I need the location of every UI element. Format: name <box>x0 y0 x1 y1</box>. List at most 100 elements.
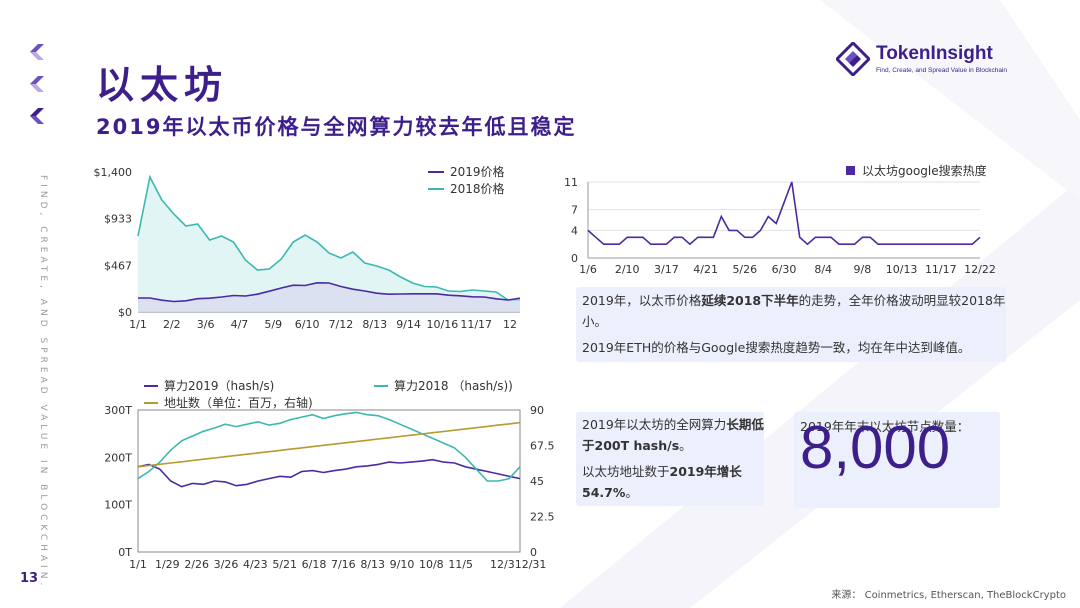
x-tick-label: 3/17 <box>654 263 679 276</box>
body-text: 的走势，全年价格波动明显较2018年小。 <box>582 293 1006 329</box>
x-tick-label: 2/10 <box>615 263 640 276</box>
highlight-text: 长期低于200T hash/s <box>582 417 764 453</box>
node-count-label: 2019年年末以太坊节点数量： <box>800 419 970 434</box>
y-tick-label-right: 0 <box>530 546 537 559</box>
x-tick-label: 3/26 <box>214 558 239 571</box>
google-trend-chart: 11 7 4 01/6 2/10 3/17 4/21 5/26 6/30 8/4 9/8 10/13 1… <box>564 163 996 276</box>
legend-swatch-0 <box>846 166 855 175</box>
brand-logo: TokenInsight Find, Create, and Spread Va… <box>836 40 1036 80</box>
x-tick-label: 7/12 <box>329 318 354 331</box>
legend-label: 以太坊google搜索热度 <box>862 163 987 178</box>
series-line-1 <box>137 174 520 301</box>
y-tick-label: 0 <box>571 252 578 265</box>
y-tick-label-left: 300T <box>104 404 132 417</box>
google-comment-line: 2019年ETH的价格与Google搜索热度趋势一致，均在年中达到峰值。 <box>582 337 1006 358</box>
series-area-1 <box>138 177 520 312</box>
x-tick-label: 1/29 <box>155 558 180 571</box>
x-tick-label: 6/10 <box>295 318 320 331</box>
x-tick-label: 9/10 <box>390 558 415 571</box>
page-number: 13 <box>20 571 39 586</box>
x-tick-label: 2/26 <box>184 558 209 571</box>
chevron-icon <box>30 44 44 60</box>
x-tick-label: 1/6 <box>579 263 597 276</box>
y-tick-label-left: 200T <box>104 451 132 464</box>
x-tick-label: 1/1 <box>129 558 147 571</box>
page-title: 以太坊 <box>96 63 229 107</box>
x-tick-label: 6/18 <box>302 558 327 571</box>
address-comment-line: 以太坊地址数于2019年增长54.7%。 <box>582 461 764 503</box>
hashrate-comment-box: 2019年以太坊的全网算力长期低于200T hash/s。 以太坊地址数于201… <box>576 412 764 506</box>
y-tick-label: $933 <box>104 213 132 226</box>
x-tick-label: 6/30 <box>772 263 797 276</box>
x-tick-label: 12/22 <box>964 263 996 276</box>
body-text: 。 <box>625 485 638 500</box>
y-tick-label-left: 0T <box>118 546 132 559</box>
logo-tagline: Find, Create, and Spread Value in Blockc… <box>876 67 1008 74</box>
y-tick-label: 11 <box>564 176 578 189</box>
logo-name: TokenInsight <box>876 43 993 64</box>
x-tick-label: 10/13 <box>886 263 918 276</box>
x-tick-label: 8/13 <box>362 318 387 331</box>
node-count-value: 8,000 <box>800 414 951 481</box>
y-tick-label-right: 90 <box>530 404 544 417</box>
legend-label: 算力2018 （hash/s)) <box>394 378 513 393</box>
x-tick-label: 11/17 <box>460 318 492 331</box>
x-tick-label: 5/21 <box>272 558 297 571</box>
x-tick-label: 9/8 <box>854 263 872 276</box>
series-area-0 <box>138 282 520 312</box>
x-tick-label: 1/1 <box>129 318 147 331</box>
plot-frame <box>137 409 521 553</box>
x-tick-label: 10/16 <box>427 318 459 331</box>
series-line-0 <box>137 458 521 488</box>
price-comment-line: 2019年，以太币价格延续2018下半年的走势，全年价格波动明显较2018年小。 <box>582 290 1006 332</box>
hashrate-chart: 300T 200T 100T 0T 90 67.5 45 22.5 0 1/1 1/29 2/26 3/… <box>104 378 555 571</box>
x-tick-label: 11/5 <box>448 558 473 571</box>
x-tick-label: 9/14 <box>396 318 421 331</box>
x-tick-label: 4/23 <box>243 558 268 571</box>
highlight-text: 2019年增长54.7% <box>582 464 742 500</box>
x-tick-label: 12 <box>503 318 517 331</box>
highlight-text: 延续2018下半年 <box>701 293 799 308</box>
legend-label: 2019价格 <box>450 164 505 179</box>
legend-label: 算力2019（hash/s) <box>164 378 274 393</box>
y-tick-label: $1,400 <box>94 166 133 179</box>
y-tick-label: $0 <box>118 306 132 319</box>
body-text: 2019年以太坊的全网算力 <box>582 417 727 432</box>
body-text: 2019年ETH的价格与Google搜索热度趋势一致，均在年中达到峰值。 <box>582 340 971 355</box>
x-tick-label: 5/26 <box>732 263 757 276</box>
side-slogan: FIND, CREATE, AND SPREAD VALUE IN BLOCKC… <box>38 175 48 590</box>
x-tick-label: 10/8 <box>419 558 444 571</box>
y-tick-label-right: 22.5 <box>530 511 555 524</box>
x-tick-label: 8/4 <box>814 263 832 276</box>
page-subtitle: 2019年以太币价格与全网算力较去年低且稳定 <box>96 115 577 139</box>
x-tick-label: 8/13 <box>360 558 385 571</box>
tokeninsight-logo-icon <box>836 42 870 76</box>
legend-label: 2018价格 <box>450 181 505 196</box>
x-tick-label: 12/312/31 <box>490 558 546 571</box>
chevron-icon <box>30 108 44 124</box>
hashrate-comment-line: 2019年以太坊的全网算力长期低于200T hash/s。 <box>582 414 764 456</box>
x-tick-label: 5/9 <box>264 318 282 331</box>
x-tick-label: 11/17 <box>925 263 957 276</box>
body-text: 。 <box>679 438 692 453</box>
y-tick-label-right: 45 <box>530 475 544 488</box>
y-tick-label: 7 <box>571 204 578 217</box>
legend-label: 地址数（单位：百万，右轴) <box>164 395 313 410</box>
body-text: 以太坊地址数于 <box>582 464 670 479</box>
body-text: 2019年，以太币价格 <box>582 293 702 308</box>
y-tick-label-right: 67.5 <box>530 440 555 453</box>
series-line-1 <box>137 411 521 482</box>
x-tick-label: 3/6 <box>197 318 215 331</box>
source-note: 来源： Coinmetrics, Etherscan, TheBlockCryp… <box>831 590 1066 601</box>
node-count-box: 2019年年末以太坊节点数量： 8,000 <box>794 412 1000 508</box>
x-tick-label: 7/16 <box>331 558 356 571</box>
chevron-icon <box>30 76 44 92</box>
y-tick-label: $467 <box>104 259 132 272</box>
x-tick-label: 4/7 <box>231 318 249 331</box>
y-tick-label: 4 <box>571 224 578 237</box>
x-tick-label: 4/21 <box>693 263 718 276</box>
price-comment-box: 2019年，以太币价格延续2018下半年的走势，全年价格波动明显较2018年小。… <box>576 287 1006 362</box>
price-chart: $1,400 $933 $467 $01/1 2/2 3/6 4/7 5/9 6/10 7/12 8… <box>94 164 521 331</box>
series-line-0 <box>138 281 521 303</box>
series-line-2 <box>137 421 521 468</box>
